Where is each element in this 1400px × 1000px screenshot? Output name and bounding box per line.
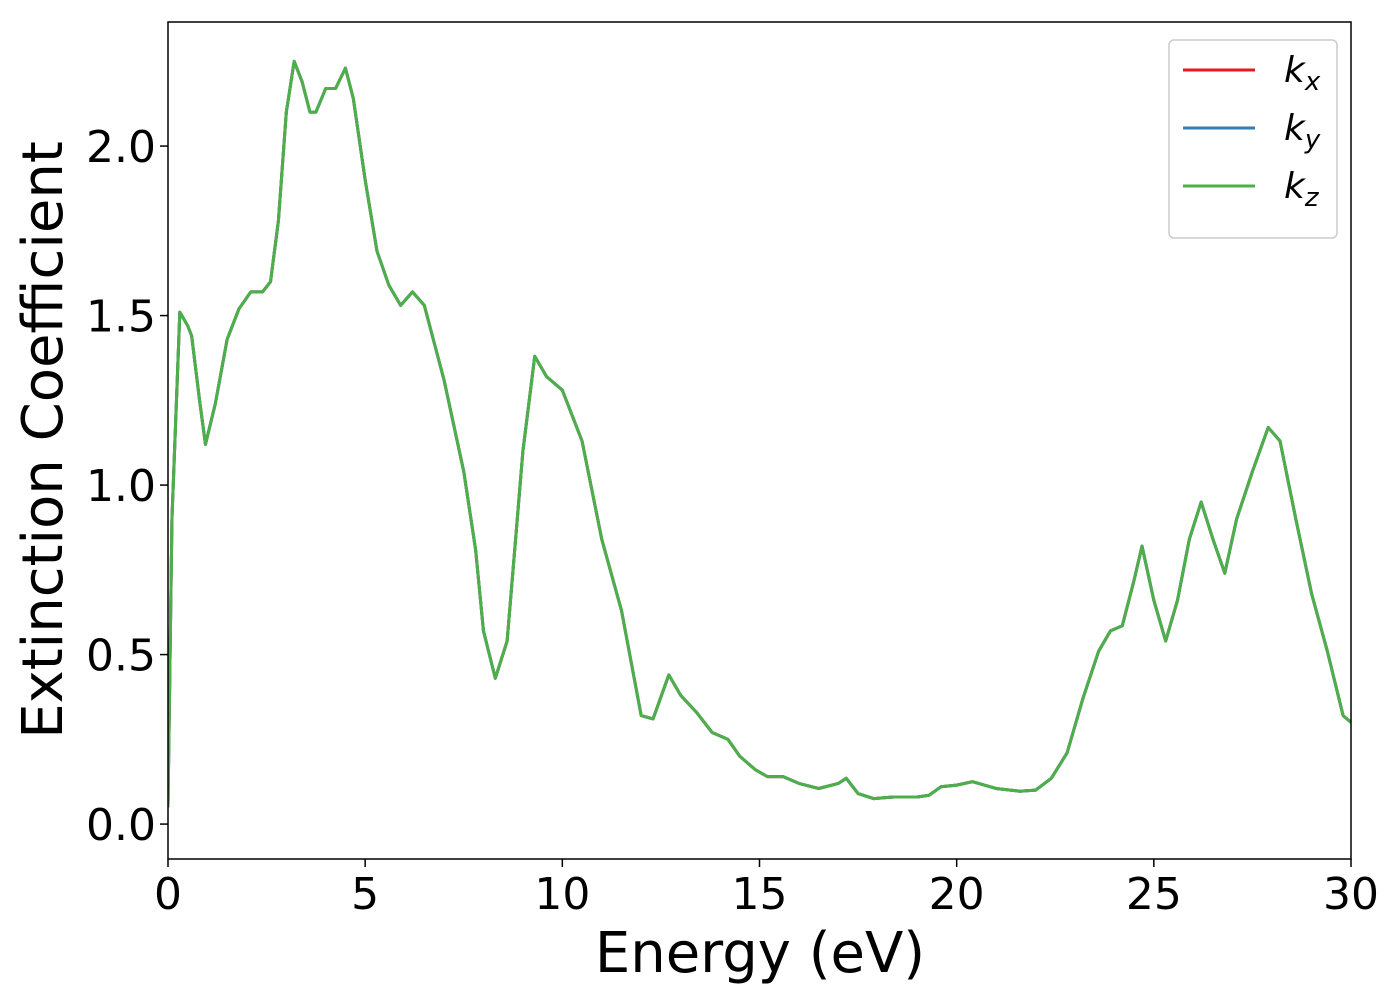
- legend-label: kx: [1284, 50, 1321, 97]
- data-line: [168, 59, 1351, 808]
- x-tick-label: 0: [154, 869, 182, 920]
- y-tick-label: 1.5: [86, 292, 156, 343]
- y-tick-label: 2.0: [86, 122, 156, 173]
- x-tick-label: 5: [351, 869, 379, 920]
- x-tick-label: 10: [534, 869, 590, 920]
- plot-frame: [167, 21, 1352, 860]
- legend-box: [1168, 39, 1338, 239]
- x-tick-label: 25: [1126, 869, 1182, 920]
- legend-label: kz: [1284, 166, 1320, 213]
- y-tick-label: 1.0: [86, 461, 156, 512]
- x-axis-label: Energy (eV): [595, 921, 925, 986]
- y-tick-label: 0.5: [86, 631, 156, 682]
- x-tick-label: 15: [732, 869, 788, 920]
- x-tick-label: 30: [1323, 869, 1379, 920]
- legend-label: ky: [1284, 108, 1321, 155]
- x-tick-label: 20: [929, 869, 985, 920]
- y-axis-label: Extinction Coefficient: [11, 141, 76, 739]
- y-tick-label: 0.0: [86, 800, 156, 851]
